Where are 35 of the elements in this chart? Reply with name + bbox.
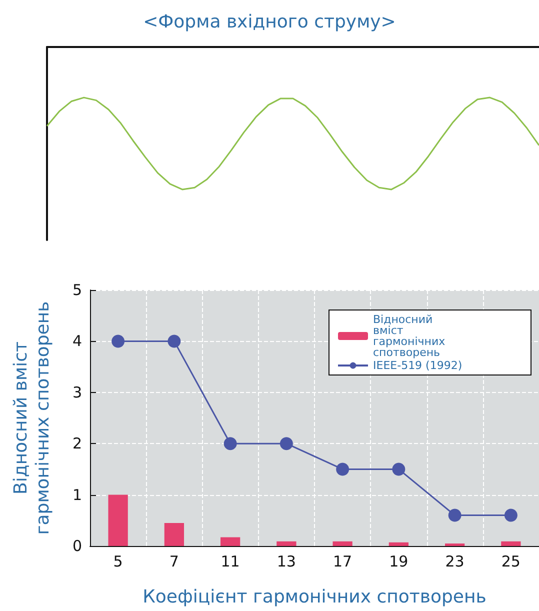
point bbox=[280, 437, 293, 450]
y-tick-label: 4 bbox=[72, 332, 82, 350]
point bbox=[448, 508, 462, 522]
bar bbox=[276, 541, 296, 546]
x-tick-label: 17 bbox=[333, 552, 352, 570]
x-tick-label: 11 bbox=[220, 552, 240, 570]
y-tick-label: 3 bbox=[72, 383, 82, 402]
bar bbox=[501, 541, 521, 546]
y-tick-label: 2 bbox=[72, 434, 82, 453]
point bbox=[336, 462, 350, 476]
x-tick-label: 13 bbox=[276, 552, 296, 570]
bar bbox=[444, 543, 465, 546]
point bbox=[224, 437, 237, 450]
bar bbox=[108, 494, 128, 546]
bar bbox=[164, 522, 184, 546]
point bbox=[392, 462, 406, 476]
chart-title: <Форма вхідного струму> bbox=[143, 12, 396, 32]
legend-label: IEEE-519 (1992) bbox=[373, 359, 462, 372]
x-axis-title: Коефіцієнт гармонічних спотворень bbox=[142, 586, 486, 608]
bar bbox=[332, 541, 352, 546]
point bbox=[112, 334, 125, 348]
y-tick-label: 0 bbox=[72, 537, 82, 555]
point bbox=[504, 508, 518, 522]
x-tick-label: 5 bbox=[113, 552, 123, 570]
bar bbox=[220, 537, 240, 546]
x-tick-label: 19 bbox=[389, 552, 408, 570]
x-tick-label: 23 bbox=[445, 552, 464, 570]
y-axis-title: Відносний вміст гармонічних спотворень bbox=[10, 301, 54, 535]
y-tick-label: 5 bbox=[72, 281, 82, 299]
bar bbox=[388, 542, 409, 546]
x-tick-label: 7 bbox=[169, 552, 179, 570]
x-tick-label: 25 bbox=[501, 552, 520, 570]
y-tick-label: 1 bbox=[72, 486, 82, 504]
legend-label: Відносний вміст гармонічних спотворень bbox=[373, 313, 449, 359]
point bbox=[168, 334, 181, 348]
